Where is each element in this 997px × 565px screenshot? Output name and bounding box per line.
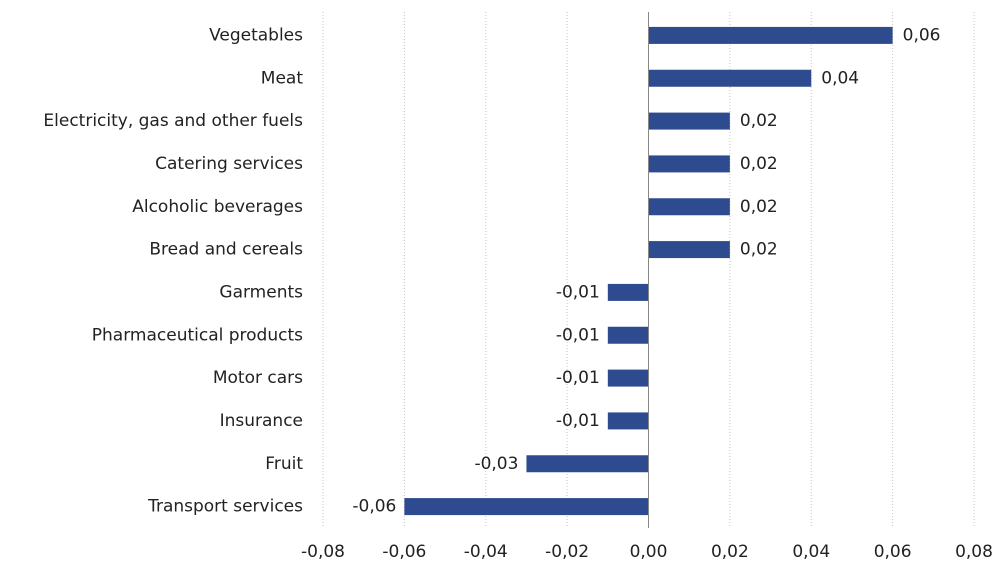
bar <box>648 69 812 87</box>
x-tick-label: 0,08 <box>955 542 993 562</box>
y-tick-label: Transport services <box>147 497 303 517</box>
data-label: -0,01 <box>556 282 600 302</box>
data-label: -0,01 <box>556 411 600 431</box>
data-label: 0,02 <box>740 111 778 131</box>
x-tick-label: 0,00 <box>630 542 668 562</box>
data-label: -0,03 <box>474 454 518 474</box>
y-tick-label: Insurance <box>220 411 303 431</box>
y-tick-label: Fruit <box>265 454 303 474</box>
bar <box>648 112 730 130</box>
bar <box>526 455 649 473</box>
data-label: 0,02 <box>740 154 778 174</box>
y-tick-label: Pharmaceutical products <box>92 325 303 345</box>
y-tick-label: Alcoholic beverages <box>132 197 303 217</box>
bar <box>607 412 649 430</box>
x-tick-label: 0,02 <box>711 542 749 562</box>
x-tick-label: -0,08 <box>301 542 345 562</box>
data-label: 0,06 <box>903 25 941 45</box>
x-tick-label: 0,04 <box>792 542 830 562</box>
data-label: -0,01 <box>556 368 600 388</box>
x-tick-label: -0,06 <box>382 542 426 562</box>
x-tick-label: -0,02 <box>545 542 589 562</box>
bar <box>404 498 649 516</box>
bar <box>648 155 730 173</box>
y-tick-label: Vegetables <box>209 25 303 45</box>
data-label: -0,06 <box>352 497 396 517</box>
y-tick-label: Bread and cereals <box>149 240 303 260</box>
data-label: 0,04 <box>821 68 859 88</box>
x-tick-label: 0,06 <box>874 542 912 562</box>
y-tick-label: Electricity, gas and other fuels <box>43 111 303 131</box>
y-tick-label: Garments <box>219 282 303 302</box>
y-tick-label: Catering services <box>155 154 303 174</box>
bar <box>607 326 649 344</box>
data-label: -0,01 <box>556 325 600 345</box>
bar <box>607 283 649 301</box>
bar <box>607 369 649 387</box>
y-tick-label: Motor cars <box>213 368 303 388</box>
bar <box>648 241 730 259</box>
bar <box>648 26 893 44</box>
bar <box>648 198 730 216</box>
data-label: 0,02 <box>740 197 778 217</box>
x-tick-label: -0,04 <box>464 542 508 562</box>
y-tick-label: Meat <box>261 68 304 88</box>
data-label: 0,02 <box>740 240 778 260</box>
